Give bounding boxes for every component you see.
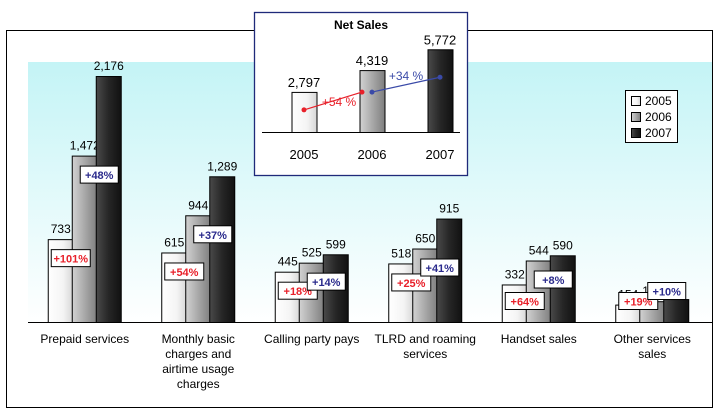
data-label-2006-3: 650 bbox=[415, 232, 435, 246]
growth-badge-05-06-4 bbox=[504, 292, 545, 310]
legend-swatch-2005 bbox=[631, 96, 641, 106]
bar-2006-0 bbox=[71, 155, 98, 323]
inset-category-label-2007: 2007 bbox=[426, 147, 455, 162]
growth-badge-06-07-5 bbox=[647, 282, 687, 300]
inset-growth-point-2 bbox=[359, 89, 365, 95]
inset-bar-2006 bbox=[359, 70, 386, 133]
legend-swatch-2006 bbox=[631, 112, 641, 122]
inset-bar-2007 bbox=[427, 49, 454, 134]
inset-growth-line-2 bbox=[371, 76, 441, 93]
growth-label-05-06-3: +25% bbox=[397, 278, 426, 290]
growth-badge-05-06-1 bbox=[164, 262, 205, 281]
growth-label-06-07-1: +37% bbox=[199, 230, 228, 242]
inset-growth-line-1 bbox=[303, 91, 363, 111]
legend-swatch-2007 bbox=[631, 128, 641, 138]
category-label-5-1: sales bbox=[638, 347, 666, 361]
bar-2006-4 bbox=[525, 260, 552, 323]
inset-value-label-2007: 5,772 bbox=[424, 32, 457, 47]
data-label-2006-0: 1,472 bbox=[70, 139, 100, 153]
growth-badge-06-07-0 bbox=[79, 165, 119, 184]
growth-label-06-07-3: +41% bbox=[426, 263, 455, 275]
category-label-3-0: TLRD and roaming bbox=[375, 332, 476, 346]
data-label-2006-2: 525 bbox=[302, 246, 322, 260]
inset-category-label-2005: 2005 bbox=[290, 147, 319, 162]
inset-growth-point-4 bbox=[437, 74, 443, 80]
growth-label-06-07-0: +48% bbox=[85, 170, 114, 182]
inset-growth-point-1 bbox=[301, 107, 307, 113]
inset-growth-point-3 bbox=[369, 89, 375, 95]
legend-label-2007: 2007 bbox=[645, 126, 672, 140]
category-label-1-0: Monthly basic bbox=[162, 332, 235, 346]
bar-2007-4 bbox=[549, 255, 576, 324]
growth-badge-06-07-3 bbox=[420, 258, 460, 277]
growth-badge-06-07-4 bbox=[533, 270, 573, 289]
net-sales-inset: Net Sales 2,797 2005 4,319 2006 5,772 2007 +54… bbox=[253, 11, 469, 177]
data-label-2007-2: 599 bbox=[326, 237, 346, 251]
growth-badge-06-07-1 bbox=[193, 225, 233, 244]
category-label-5-0: Other services bbox=[614, 332, 691, 346]
growth-label-05-06-0: +101% bbox=[53, 254, 88, 266]
legend-label-2005: 2005 bbox=[645, 94, 672, 108]
data-label-2005-0: 733 bbox=[51, 222, 71, 236]
legend-label-2006: 2006 bbox=[645, 110, 672, 124]
inset-value-label-2006: 4,319 bbox=[356, 53, 389, 68]
category-label-1-1: charges and bbox=[165, 347, 231, 361]
inset-growth-label-1: +54 % bbox=[322, 95, 357, 109]
data-label-2006-1: 944 bbox=[188, 198, 208, 212]
data-label-2005-2: 445 bbox=[278, 255, 298, 269]
category-label-1-2: airtime usage bbox=[162, 362, 234, 376]
growth-badge-06-07-2 bbox=[306, 272, 346, 291]
data-label-2006-4: 544 bbox=[529, 244, 549, 258]
bar-2007-1 bbox=[209, 176, 236, 323]
category-label-4-0: Handset sales bbox=[501, 332, 577, 346]
category-label-2-0: Calling party pays bbox=[264, 332, 359, 346]
data-label-2005-4: 332 bbox=[505, 267, 525, 281]
inset-category-label-2006: 2006 bbox=[358, 147, 387, 162]
category-label-0-0: Prepaid services bbox=[40, 332, 129, 346]
legend: 2005 2006 2007 bbox=[625, 90, 678, 143]
growth-badge-05-06-0 bbox=[50, 249, 91, 268]
growth-label-05-06-4: +64% bbox=[511, 297, 540, 309]
inset-bar-2005 bbox=[291, 91, 318, 133]
data-label-2005-1: 615 bbox=[164, 235, 184, 249]
data-label-2007-3: 915 bbox=[439, 202, 459, 216]
inset-growth-label-2: +34 % bbox=[389, 69, 424, 83]
bar-2007-5 bbox=[663, 299, 690, 324]
growth-label-05-06-1: +54% bbox=[170, 267, 199, 279]
bar-2005-3 bbox=[388, 263, 415, 324]
category-label-3-1: services bbox=[403, 347, 447, 361]
growth-label-05-06-5: +19% bbox=[624, 297, 653, 309]
growth-label-06-07-4: +8% bbox=[542, 275, 565, 287]
data-label-2007-4: 590 bbox=[553, 238, 573, 252]
data-label-2005-3: 518 bbox=[391, 246, 411, 260]
growth-label-06-07-5: +10% bbox=[653, 287, 682, 299]
inset-title: Net Sales bbox=[334, 18, 388, 32]
data-label-2007-1: 1,289 bbox=[207, 159, 237, 173]
growth-badge-05-06-3 bbox=[391, 273, 432, 292]
inset-value-label-2005: 2,797 bbox=[288, 75, 321, 90]
data-label-2007-0: 2,176 bbox=[94, 59, 124, 73]
growth-label-05-06-2: +18% bbox=[284, 286, 313, 298]
category-label-1-3: charges bbox=[177, 377, 220, 391]
bar-2007-0 bbox=[95, 76, 122, 323]
growth-label-06-07-2: +14% bbox=[312, 277, 341, 289]
